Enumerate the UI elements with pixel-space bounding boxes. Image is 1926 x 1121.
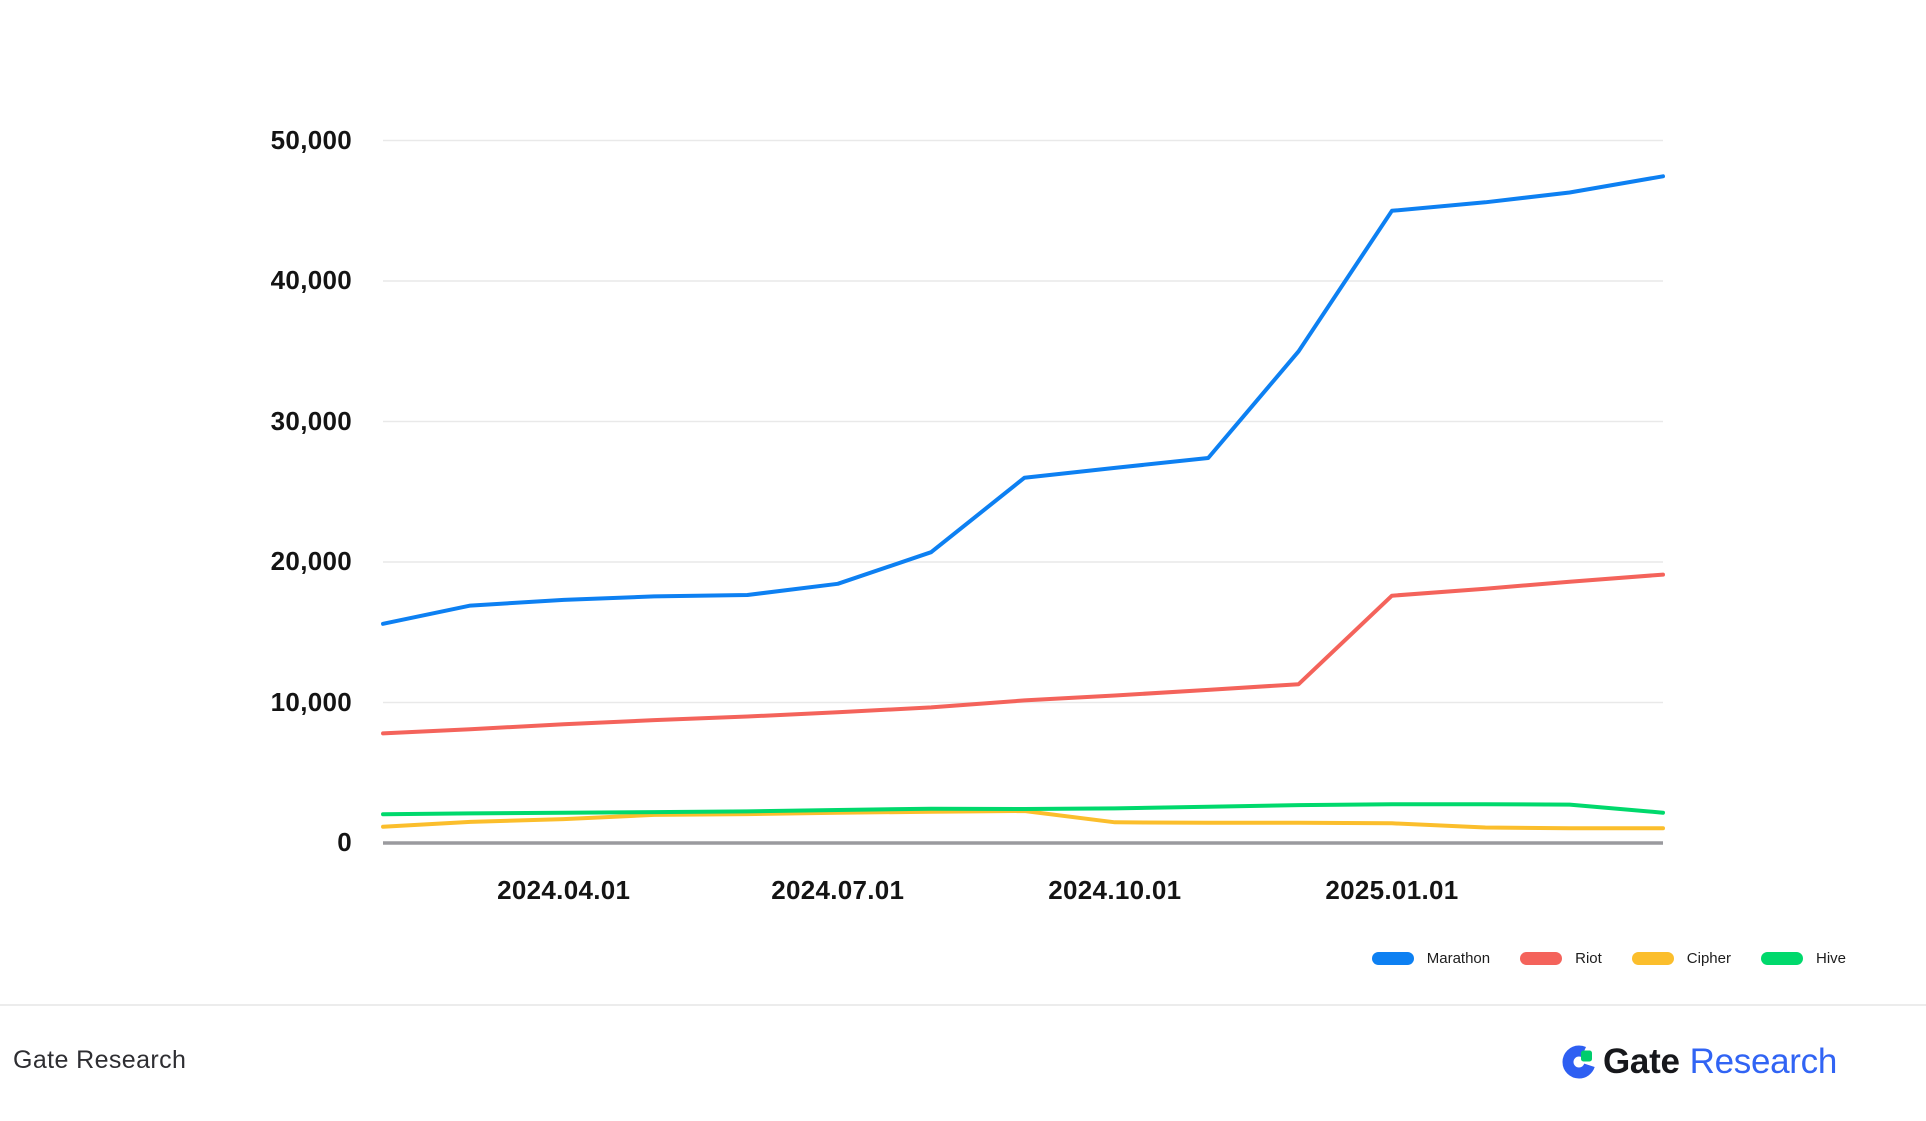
legend-swatch-hive bbox=[1760, 952, 1803, 965]
legend-item-riot[interactable]: Riot bbox=[1520, 950, 1602, 967]
y-axis-tick-label: 20,000 bbox=[270, 545, 352, 576]
x-axis-tick-label: 2024.10.01 bbox=[1048, 875, 1182, 905]
footer-divider bbox=[0, 1004, 1926, 1006]
y-axis-tick-label: 0 bbox=[337, 826, 352, 857]
gate-logo-icon bbox=[1562, 1045, 1596, 1079]
footer-watermark-text: Gate Research bbox=[13, 1046, 187, 1074]
series-line-marathon bbox=[381, 174, 1665, 626]
y-axis-tick-label: 10,000 bbox=[270, 686, 352, 717]
legend-label: Marathon bbox=[1426, 950, 1491, 967]
legend-swatch-cipher bbox=[1631, 952, 1674, 965]
y-axis-tick-label: 30,000 bbox=[270, 405, 352, 436]
y-axis-tick-label: 40,000 bbox=[270, 264, 352, 295]
legend-label: Cipher bbox=[1686, 950, 1731, 967]
gate-research-logo: Gate Research bbox=[1562, 1042, 1837, 1082]
series-line-hive bbox=[381, 802, 1665, 817]
x-axis-tick-label: 2024.07.01 bbox=[771, 875, 905, 905]
series-line-cipher bbox=[381, 809, 1665, 831]
legend-item-marathon[interactable]: Marathon bbox=[1371, 950, 1491, 967]
chart-legend: Marathon Riot Cipher Hive bbox=[1371, 950, 1846, 967]
y-axis-tick-label: 50,000 bbox=[270, 124, 352, 155]
x-axis-tick-label: 2025.01.01 bbox=[1325, 875, 1459, 905]
legend-swatch-marathon bbox=[1371, 952, 1414, 965]
x-axis-tick-label: 2024.04.01 bbox=[497, 875, 631, 905]
logo-text-research: Research bbox=[1689, 1042, 1838, 1081]
logo-text-gate: Gate bbox=[1603, 1042, 1680, 1081]
legend-label: Hive bbox=[1815, 950, 1846, 967]
legend-item-hive[interactable]: Hive bbox=[1760, 950, 1846, 967]
legend-label: Riot bbox=[1575, 950, 1602, 967]
legend-swatch-riot bbox=[1520, 952, 1563, 965]
series-line-riot bbox=[381, 572, 1665, 736]
legend-item-cipher[interactable]: Cipher bbox=[1631, 950, 1731, 967]
